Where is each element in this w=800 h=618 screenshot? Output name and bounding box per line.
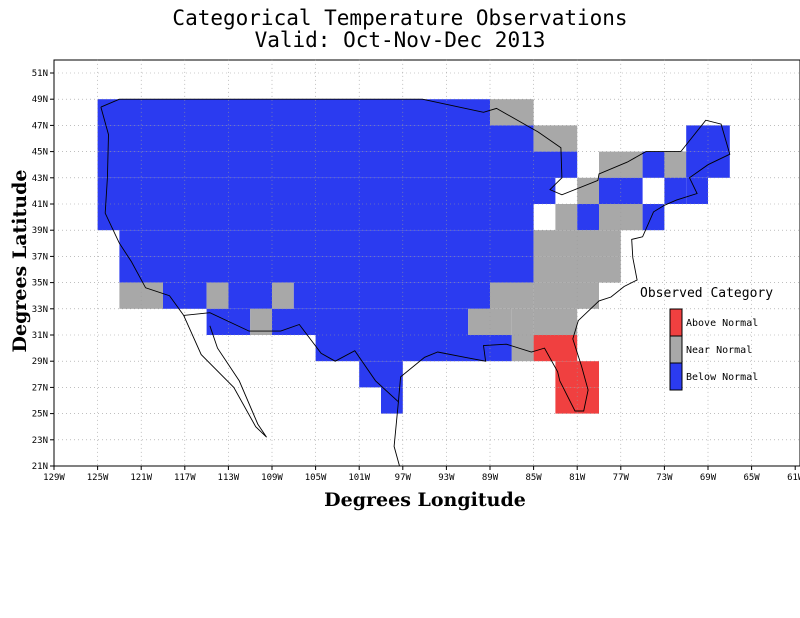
grid-cell-N [468,308,512,335]
x-tick-label: 61W [787,473,800,483]
y-tick-label: 51N [32,69,48,79]
x-tick-label: 105W [305,473,327,483]
x-tick-label: 85W [525,473,542,483]
grid-cell-N [206,282,229,309]
y-tick-label: 25N [32,410,48,420]
grid-cell-N [555,204,578,231]
y-tick-label: 33N [32,305,48,315]
x-tick-label: 117W [174,473,196,483]
grid-cell-B [97,151,578,178]
y-tick-label: 27N [32,383,48,393]
grid-cell-N [664,151,687,178]
grid-cell-N [533,308,578,335]
y-tick-label: 37N [32,252,48,262]
x-tick-label: 81W [569,473,586,483]
coastline-outline [100,98,731,467]
grid-cell-B [206,308,251,335]
x-tick-label: 109W [261,473,283,483]
grid-cell-B [97,125,534,152]
chart-title: Categorical Temperature Observations [172,6,628,30]
x-axis-label: Degrees Longitude [324,489,526,511]
grid-cell-B [293,282,490,309]
x-tick-label: 129W [43,473,65,483]
y-tick-label: 43N [32,174,48,184]
grid-cell-N [250,308,272,335]
x-tick-label: 93W [438,473,455,483]
grid-cell-N [511,308,534,335]
grid-cell-B [490,335,512,362]
plot-frame [53,59,800,467]
x-tick-label: 97W [395,473,412,483]
grid-cell-B [686,125,730,152]
legend-label: Below Normal [686,372,758,383]
x-tick-label: 121W [130,473,152,483]
x-tick-label: 73W [656,473,673,483]
grid-cell-N [577,177,599,204]
grid-cell-B [119,230,534,257]
y-tick-label: 21N [32,462,48,472]
grid-cell-A [533,335,578,362]
legend-label: Near Normal [686,345,752,356]
grid-cell-B [664,177,687,204]
grid-cell-N [490,99,534,126]
legend-title: Observed Category [640,286,773,301]
grid-cell-B [228,282,272,309]
y-tick-label: 31N [32,331,48,341]
grid-cell-N [533,282,599,309]
grid-cell-B [381,387,403,414]
grid-cell-N [490,282,534,309]
x-tick-label: 113W [218,473,240,483]
legend-swatch [669,308,683,337]
grid-cell-B [577,204,599,231]
grid-cell-N [511,335,534,362]
category-cells [97,99,730,414]
y-tick-label: 41N [32,200,48,210]
x-tick-label: 125W [87,473,109,483]
x-tick-label: 101W [348,473,370,483]
y-axis-ticks: 21N 23N 25N 27N 29N 31N 33N 35N 37N 39N 41N 43N 45N 4… [32,69,54,472]
grid-cell-N [272,282,294,309]
us-outline [100,98,731,412]
grid-cell-B [686,177,708,204]
y-tick-label: 29N [32,357,48,367]
grid-cell-N [533,125,578,152]
x-tick-label: 77W [613,473,630,483]
y-tick-label: 35N [32,279,48,289]
x-tick-label: 89W [482,473,499,483]
y-axis-label: Degrees Latitude [9,169,31,353]
y-tick-label: 39N [32,226,48,236]
grid-cell-B [119,256,534,283]
y-tick-label: 45N [32,148,48,158]
legend-swatch [669,335,683,364]
mexico-gulf-outline [393,401,400,467]
x-tick-label: 65W [743,473,760,483]
legend: Observed Category Above Normal Near Norma… [640,286,773,391]
grid-cell-B [642,204,665,231]
y-tick-label: 47N [32,121,48,131]
legend-swatch [669,362,683,391]
grid-cell-B [599,177,643,204]
chart-subtitle: Valid: Oct-Nov-Dec 2013 [254,28,546,52]
x-axis-ticks: 129W 125W 121W 117W 113W 109W 105W 101W 97W 93W 89… [43,466,800,483]
baja-outline [183,315,267,438]
grid-cell-B [272,308,469,335]
grid-cell-B [97,99,490,126]
grid-cell-B [359,361,403,388]
y-tick-label: 49N [32,95,48,105]
grid-cell-B [97,177,556,204]
legend-label: Above Normal [686,318,758,329]
y-tick-label: 23N [32,436,48,446]
grid-cell-A [555,361,599,388]
x-tick-label: 69W [700,473,717,483]
